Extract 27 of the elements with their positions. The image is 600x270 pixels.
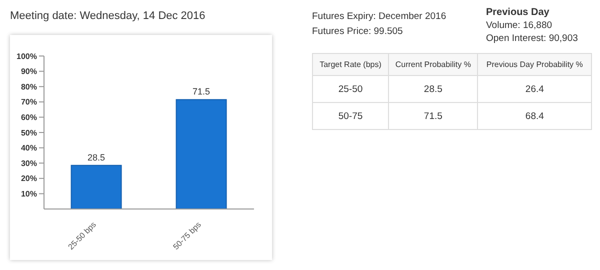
y-tick-label: 70% [20,98,37,107]
data-label: 28.5 [388,76,478,102]
data-label: 28.5 [88,152,106,162]
data-label: 26.4 [478,76,592,102]
data-label: 68.4 [478,102,592,130]
y-tick-label: 60% [20,113,37,122]
text: Current Probability % [388,54,478,76]
text: Open Interest: 90,903 [486,32,578,45]
text: Previous Day Probability % [478,54,592,76]
text: Futures Expiry: December 2016 [312,10,446,23]
y-tick-label: 40% [20,144,37,153]
text: Target Rate (bps) [312,54,388,76]
y-tick-label: 30% [20,158,37,168]
chart-title: Meeting date: Wednesday, 14 Dec 2016 [10,10,206,22]
text: Volume: 16,880 [486,19,554,32]
y-tick-label: 100% [16,52,37,61]
y-tick-label: 90% [20,67,37,76]
data-label: 71.5 [388,102,478,130]
y-tick-label: 10% [20,190,37,199]
category-label: 25-50 [312,76,388,102]
y-tick-label: 20% [20,174,37,184]
category-label: 50-75 [312,102,388,130]
y-tick-label: 80% [20,82,37,92]
text: Futures Price: 99.505 [312,25,404,38]
data-label: 71.5 [192,86,210,97]
y-tick-label: 50% [20,128,37,138]
text: Previous Day [486,6,550,19]
